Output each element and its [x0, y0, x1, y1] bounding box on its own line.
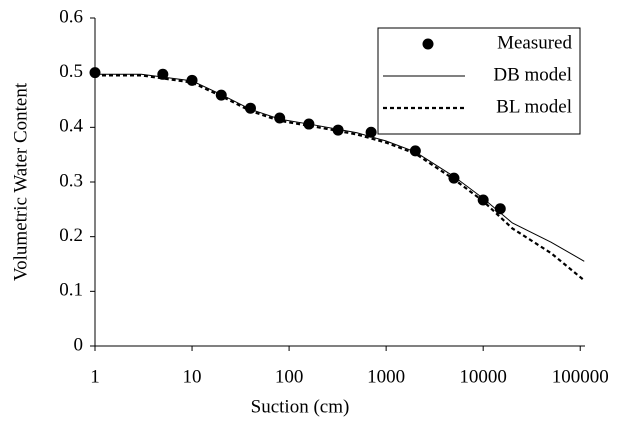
y-tick-label: 0.3	[59, 170, 83, 191]
model-line	[95, 74, 585, 282]
model-line	[95, 73, 585, 262]
y-tick-label: 0.2	[59, 225, 83, 246]
x-tick-label: 100000	[552, 366, 609, 387]
legend-label: DB model	[493, 64, 572, 85]
y-tick-label: 0	[74, 334, 84, 355]
x-tick-label: 1000	[367, 366, 405, 387]
x-axis-label: Suction (cm)	[251, 396, 350, 417]
y-tick-label: 0.5	[59, 61, 83, 82]
data-point	[365, 126, 377, 138]
x-tick-label: 1	[90, 366, 100, 387]
data-point	[89, 67, 101, 79]
x-tick-label: 100	[275, 366, 304, 387]
legend-label: Measured	[497, 32, 572, 53]
x-tick-label: 10000	[459, 366, 507, 387]
data-point	[494, 203, 506, 215]
y-tick-label: 0.6	[59, 6, 83, 27]
x-tick-label: 10	[183, 366, 202, 387]
y-axis-label: Volumetric Water Content	[10, 82, 31, 281]
legend-box	[377, 27, 581, 135]
y-tick-label: 0.4	[59, 116, 83, 137]
legend-label: BL model	[496, 96, 572, 117]
y-tick-label: 0.1	[59, 280, 83, 301]
data-point	[244, 102, 256, 114]
legend-marker	[422, 38, 434, 50]
